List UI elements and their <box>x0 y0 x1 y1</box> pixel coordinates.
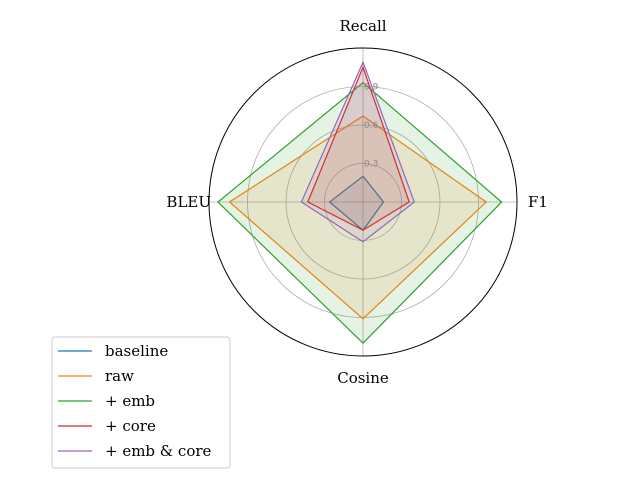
series-fill-baseline <box>329 176 384 231</box>
legend-label-emb-core: + emb & core <box>105 442 212 460</box>
axis-label-cosine: Cosine <box>337 369 389 387</box>
legend-label-core: + core <box>105 417 156 435</box>
series-line-raw <box>228 115 488 320</box>
legend-label-raw: raw <box>105 367 134 385</box>
axis-label-layer: Recall F1 Cosine BLEU <box>166 17 548 387</box>
legend-entry-baseline: baseline <box>58 342 168 360</box>
axis-label-bleu: BLEU <box>166 193 211 211</box>
legend: baseline raw + emb + core + emb & core <box>51 336 231 469</box>
legend-entry-raw: raw <box>58 367 134 385</box>
legend-entry-emb-core: + emb & core <box>58 442 212 460</box>
series-fill-raw <box>229 116 487 319</box>
grid-layer <box>208 47 518 357</box>
series-fill-emb-core <box>301 62 415 242</box>
series-line-emb-core <box>300 60 416 243</box>
series-fill-core <box>307 67 410 231</box>
series-line-core <box>307 65 410 231</box>
radial-tick-label-1: 0.3 <box>364 160 378 170</box>
tick-label-layer: 0.3 0.6 0.9 <box>364 83 379 170</box>
legend-label-baseline: baseline <box>105 342 168 360</box>
radial-tick-label-3: 0.9 <box>364 83 379 93</box>
axis-label-recall: Recall <box>339 17 386 35</box>
series-fill-emb <box>218 82 502 344</box>
axis-label-f1: F1 <box>528 193 548 211</box>
series-layer <box>217 60 503 345</box>
legend-frame <box>51 336 231 469</box>
outer-frame <box>208 47 518 357</box>
radial-tick-label-2: 0.6 <box>364 121 379 131</box>
series-line-emb <box>217 81 503 345</box>
legend-label-emb: + emb <box>105 392 155 410</box>
legend-entry-emb: + emb <box>58 392 155 410</box>
legend-entry-core: + core <box>58 417 156 435</box>
